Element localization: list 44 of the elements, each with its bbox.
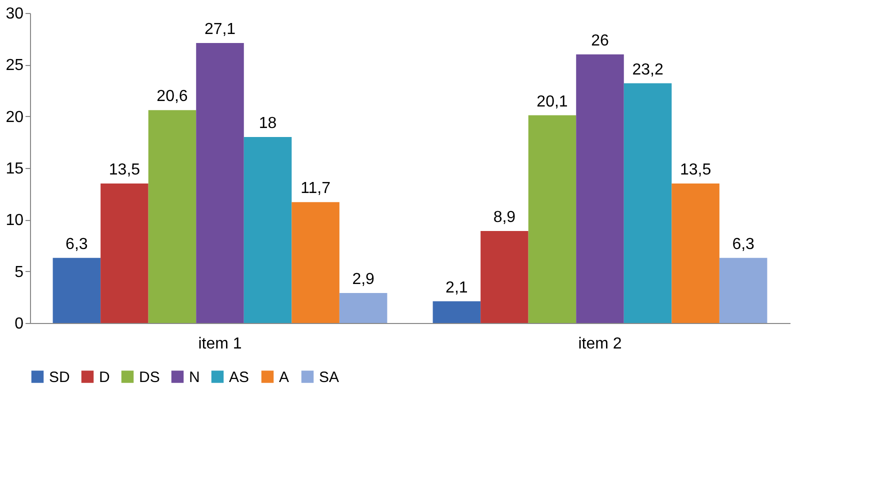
data-label: 8,9 (493, 209, 516, 226)
data-label: 2,9 (352, 271, 375, 288)
bar (52, 258, 101, 323)
data-label: 18 (258, 115, 277, 132)
legend-label: N (189, 368, 200, 386)
data-label: 13,5 (108, 162, 140, 178)
y-tick-label: 0 (14, 316, 24, 332)
data-label: 13,5 (680, 162, 712, 178)
bar (480, 231, 528, 323)
data-label: 6,3 (66, 236, 88, 253)
bar (244, 137, 292, 323)
y-tick-label: 5 (14, 264, 24, 281)
data-label: 27,1 (204, 20, 236, 38)
bar (576, 54, 624, 323)
data-label: 20,1 (536, 93, 568, 110)
bar (292, 202, 340, 323)
bar (624, 83, 672, 323)
data-label: 2,1 (446, 279, 468, 296)
data-label: 20,6 (156, 88, 188, 106)
y-tick-label: 15 (6, 160, 24, 178)
x-tick-label: item 2 (578, 336, 622, 352)
y-tick-label: 30 (6, 6, 24, 22)
data-label: 26 (591, 32, 609, 50)
bar (100, 184, 148, 323)
data-label: 11,7 (300, 180, 331, 198)
y-tick-label: 25 (6, 57, 24, 74)
bar (339, 293, 388, 323)
bar (196, 42, 244, 323)
legend-label: SA (319, 368, 340, 386)
legend-label: DS (139, 368, 160, 386)
bar (672, 184, 720, 323)
legend-label: A (279, 368, 290, 386)
legend-label: SD (49, 368, 70, 386)
x-tick-label: item 1 (198, 336, 242, 352)
y-tick-label: 10 (6, 212, 24, 230)
bar (719, 258, 768, 323)
bar (148, 110, 196, 323)
legend-label: D (99, 368, 110, 386)
bar (432, 301, 481, 323)
legend-label: AS (229, 368, 250, 386)
bar (528, 115, 576, 323)
y-tick-label: 20 (6, 108, 24, 126)
data-label: 23,2 (632, 61, 664, 78)
data-label: 6,3 (732, 236, 755, 253)
